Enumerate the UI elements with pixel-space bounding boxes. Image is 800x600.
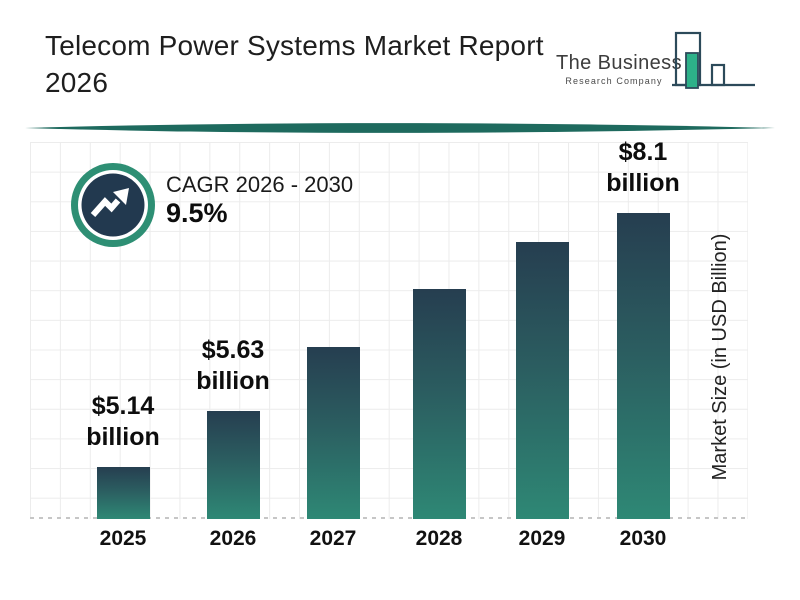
value-unit: billion [196, 367, 270, 395]
value-unit: billion [86, 423, 160, 451]
bar-2030 [616, 213, 670, 519]
x-tick-2030: 2030 [619, 527, 667, 550]
cagr-value: 9.5% [166, 198, 228, 228]
bar-2027 [306, 347, 360, 519]
x-tick-2029: 2029 [518, 527, 566, 550]
bar-chart-logo-icon [672, 31, 755, 89]
bar-2028 [412, 289, 466, 519]
x-tick-2027: 2027 [309, 527, 357, 550]
value-label-2026: $5.63 billion [158, 335, 308, 397]
value-amount: $5.14 [91, 392, 155, 420]
cagr-label: CAGR 2026 - 2030 [166, 172, 354, 197]
value-label-2025: $5.14 billion [48, 391, 198, 453]
value-unit: billion [606, 169, 680, 197]
x-tick-2026: 2026 [209, 527, 257, 550]
chart-baseline [30, 517, 750, 519]
bar-2029 [515, 242, 569, 519]
value-label-2030: $8.1 billion [568, 137, 718, 199]
company-logo-text: The Business Research Company [556, 52, 682, 86]
logo-name: The Business [556, 52, 682, 74]
value-amount: $8.1 [618, 138, 668, 166]
value-amount: $5.63 [201, 336, 265, 364]
y-axis-label: Market Size (in USD Billion) [709, 233, 731, 481]
page-title-line2: 2026 [45, 67, 109, 98]
x-tick-2028: 2028 [415, 527, 463, 550]
x-tick-2025: 2025 [99, 527, 147, 550]
page-title-line1: Telecom Power Systems Market Report [45, 30, 544, 61]
bar-2026 [206, 411, 260, 519]
page-title: Telecom Power Systems Market Report 2026 [45, 27, 585, 101]
trending-up-icon [71, 163, 155, 247]
divider-swoosh [25, 123, 775, 133]
bar-2025 [96, 467, 150, 519]
logo-tagline: Research Company [565, 76, 663, 86]
